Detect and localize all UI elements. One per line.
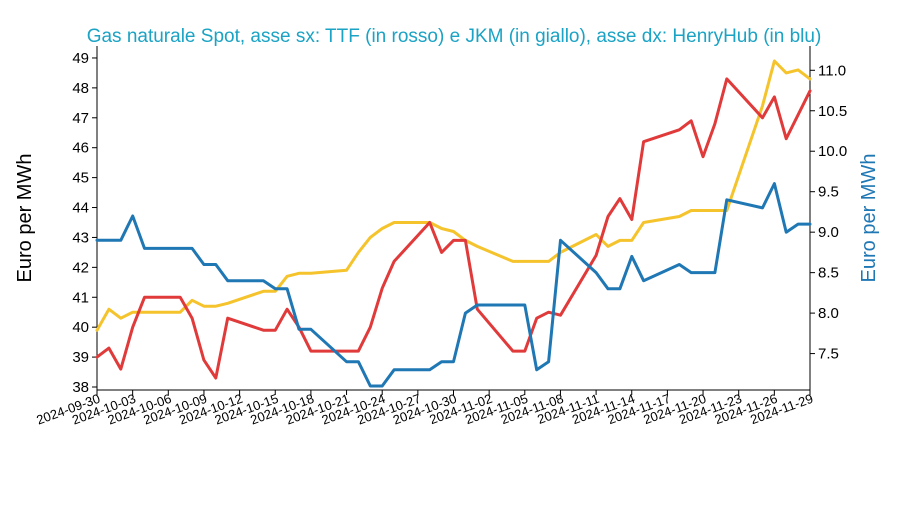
left-tick-label: 38 [72,379,89,396]
left-tick-label: 42 [72,259,89,276]
left-tick-label: 40 [72,319,89,336]
left-tick-label: 47 [72,110,89,127]
chart-title: Gas naturale Spot, asse sx: TTF (in ross… [87,26,822,47]
right-tick-label: 7.5 [818,346,839,363]
left-tick-label: 41 [72,289,89,306]
left-tick-label: 48 [72,80,89,97]
right-tick-label: 11.0 [818,62,846,79]
series-line-jkm [95,59,812,332]
left-tick-label: 49 [72,50,89,67]
left-tick-label: 44 [72,200,89,217]
series-line-ttf [95,77,812,380]
left-tick-label: 43 [72,229,89,246]
right-tick-label: 10.0 [818,143,847,160]
left-tick-label: 39 [72,349,89,366]
left-axis-label: Euro per MWh [14,154,36,283]
right-tick-label: 8.5 [818,265,839,282]
axes: 38 39 40 41 42 43 44 45 46 47 48 49 7.5 8.0 8.5 9.0 9.5 1… [34,46,847,428]
right-axis-label: Euro per MWh [858,154,880,283]
plot-series [95,59,812,388]
right-tick-label: 8.0 [818,305,839,322]
left-tick-label: 45 [72,170,89,187]
right-tick-label: 9.5 [818,184,839,201]
right-tick-label: 9.0 [818,224,839,241]
left-tick-label: 46 [72,140,89,157]
series-line-henryhub [95,182,812,388]
right-tick-label: 10.5 [818,103,847,120]
